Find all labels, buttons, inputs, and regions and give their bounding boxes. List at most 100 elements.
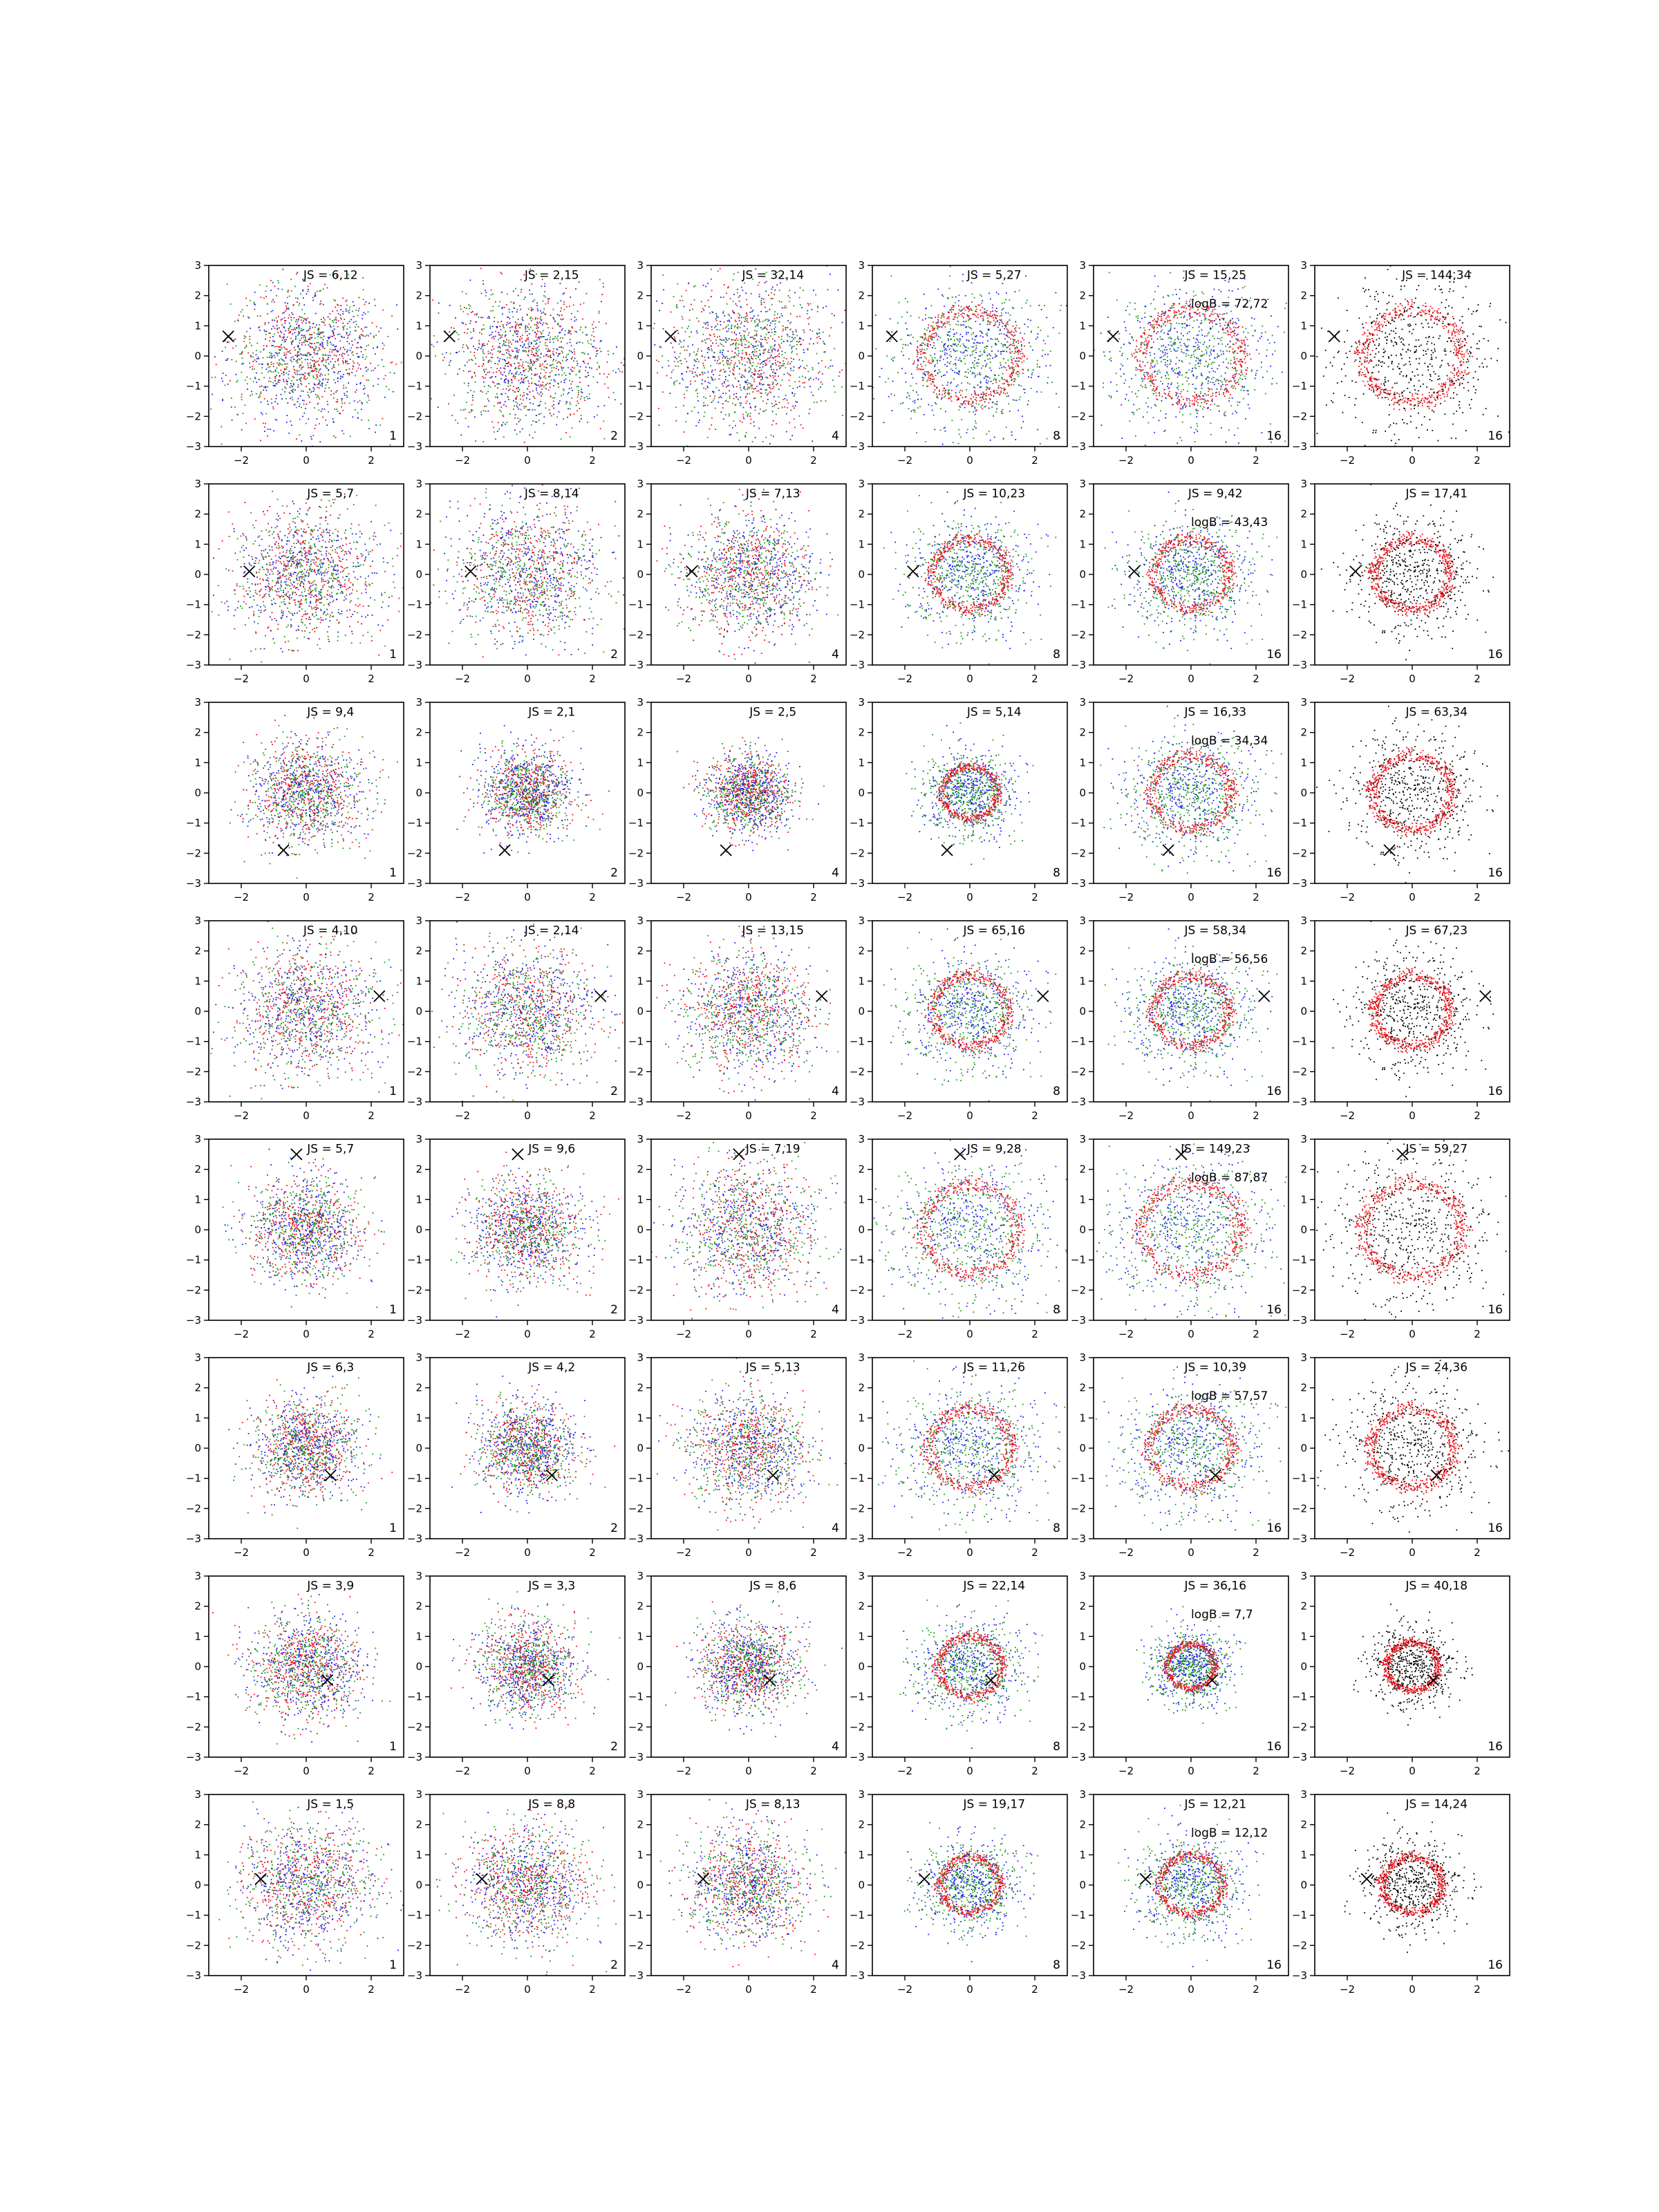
scatter-point [488, 341, 489, 342]
scatter-point [803, 428, 804, 429]
scatter-point [498, 360, 500, 362]
scatter-point [785, 327, 787, 328]
scatter-point [1026, 302, 1027, 303]
scatter-point [321, 332, 323, 334]
scatter-point [427, 351, 428, 353]
scatter-point [317, 374, 318, 375]
scatter-point [334, 409, 335, 410]
scatter-point [735, 345, 737, 346]
scatter-point [972, 294, 973, 295]
scatter-point [1023, 339, 1024, 341]
scatter-point [505, 375, 506, 377]
scatter-point [572, 352, 573, 353]
scatter-point [789, 323, 791, 324]
scatter-point [486, 465, 487, 466]
scatter-point [658, 361, 659, 362]
scatter-point [345, 362, 346, 363]
scatter-point [585, 370, 586, 371]
scatter-point [789, 373, 790, 375]
scatter-point [739, 315, 740, 316]
scatter-point [1002, 283, 1004, 284]
scatter-point [709, 306, 710, 308]
scatter-point [724, 284, 725, 285]
scatter-point [330, 326, 331, 327]
scatter-point [562, 370, 563, 371]
scatter-point [319, 334, 320, 335]
scatter-point [928, 377, 929, 379]
scatter-point [747, 318, 748, 319]
scatter-point [333, 364, 335, 366]
scatter-point [738, 313, 739, 315]
scatter-point [1037, 366, 1038, 368]
scatter-point [1014, 339, 1015, 341]
scatter-point [473, 330, 474, 332]
axes-frame [651, 265, 846, 447]
scatter-point [260, 315, 261, 317]
scatter-point [752, 345, 753, 346]
scatter-point [644, 350, 646, 352]
scatter-point [245, 404, 246, 406]
scatter-point [561, 366, 562, 368]
scatter-point [1020, 341, 1022, 343]
scatter-point [472, 311, 474, 312]
scatter-point [471, 312, 472, 313]
scatter-point [731, 317, 732, 319]
scatter-point [751, 352, 753, 353]
scatter-point [525, 415, 527, 416]
scatter-point [755, 406, 756, 408]
scatter-point [276, 384, 278, 385]
scatter-point [553, 348, 554, 350]
scatter-point [546, 367, 547, 368]
scatter-point [542, 336, 543, 337]
scatter-point [283, 326, 285, 328]
scatter-point [986, 348, 987, 349]
scatter-point [470, 351, 471, 353]
scatter-point [773, 348, 774, 349]
scatter-point [760, 388, 762, 390]
scatter-point [762, 377, 763, 378]
scatter-point [365, 313, 366, 315]
scatter-point [344, 353, 346, 355]
scatter-point [529, 333, 530, 335]
scatter-point [793, 359, 794, 360]
scatter-point [267, 357, 268, 358]
scatter-point [570, 384, 572, 385]
scatter-point [753, 397, 755, 399]
scatter-point [281, 373, 283, 374]
scatter-point [730, 434, 731, 435]
scatter-point [345, 360, 346, 362]
scatter-point [293, 304, 294, 306]
scatter-point [980, 324, 981, 325]
scatter-point [705, 324, 706, 325]
scatter-point [531, 366, 532, 368]
scatter-point [301, 384, 303, 386]
scatter-point [357, 356, 359, 357]
scatter-point [270, 290, 272, 291]
scatter-point [593, 346, 594, 348]
scatter-point [733, 367, 735, 368]
scatter-point [332, 351, 333, 353]
scatter-point [517, 406, 518, 408]
scatter-point [569, 306, 570, 307]
scatter-point [501, 273, 503, 274]
scatter-point [531, 383, 532, 384]
scatter-point [948, 338, 949, 339]
scatter-point [465, 324, 467, 326]
scatter-point [280, 319, 281, 321]
scatter-point [948, 318, 950, 319]
scatter-point [499, 301, 500, 303]
scatter-point [319, 441, 321, 442]
scatter-point [1035, 339, 1037, 340]
scatter-point [875, 353, 877, 355]
scatter-point [323, 339, 324, 341]
scatter-point [753, 388, 755, 390]
scatter-point [950, 328, 951, 330]
scatter-point [268, 429, 269, 430]
scatter-point [791, 357, 792, 359]
scatter-point [991, 406, 993, 408]
scatter-point [335, 349, 336, 350]
scatter-point [754, 320, 756, 321]
scatter-point [266, 368, 268, 370]
scatter-point [549, 377, 550, 378]
scatter-point [299, 340, 301, 341]
